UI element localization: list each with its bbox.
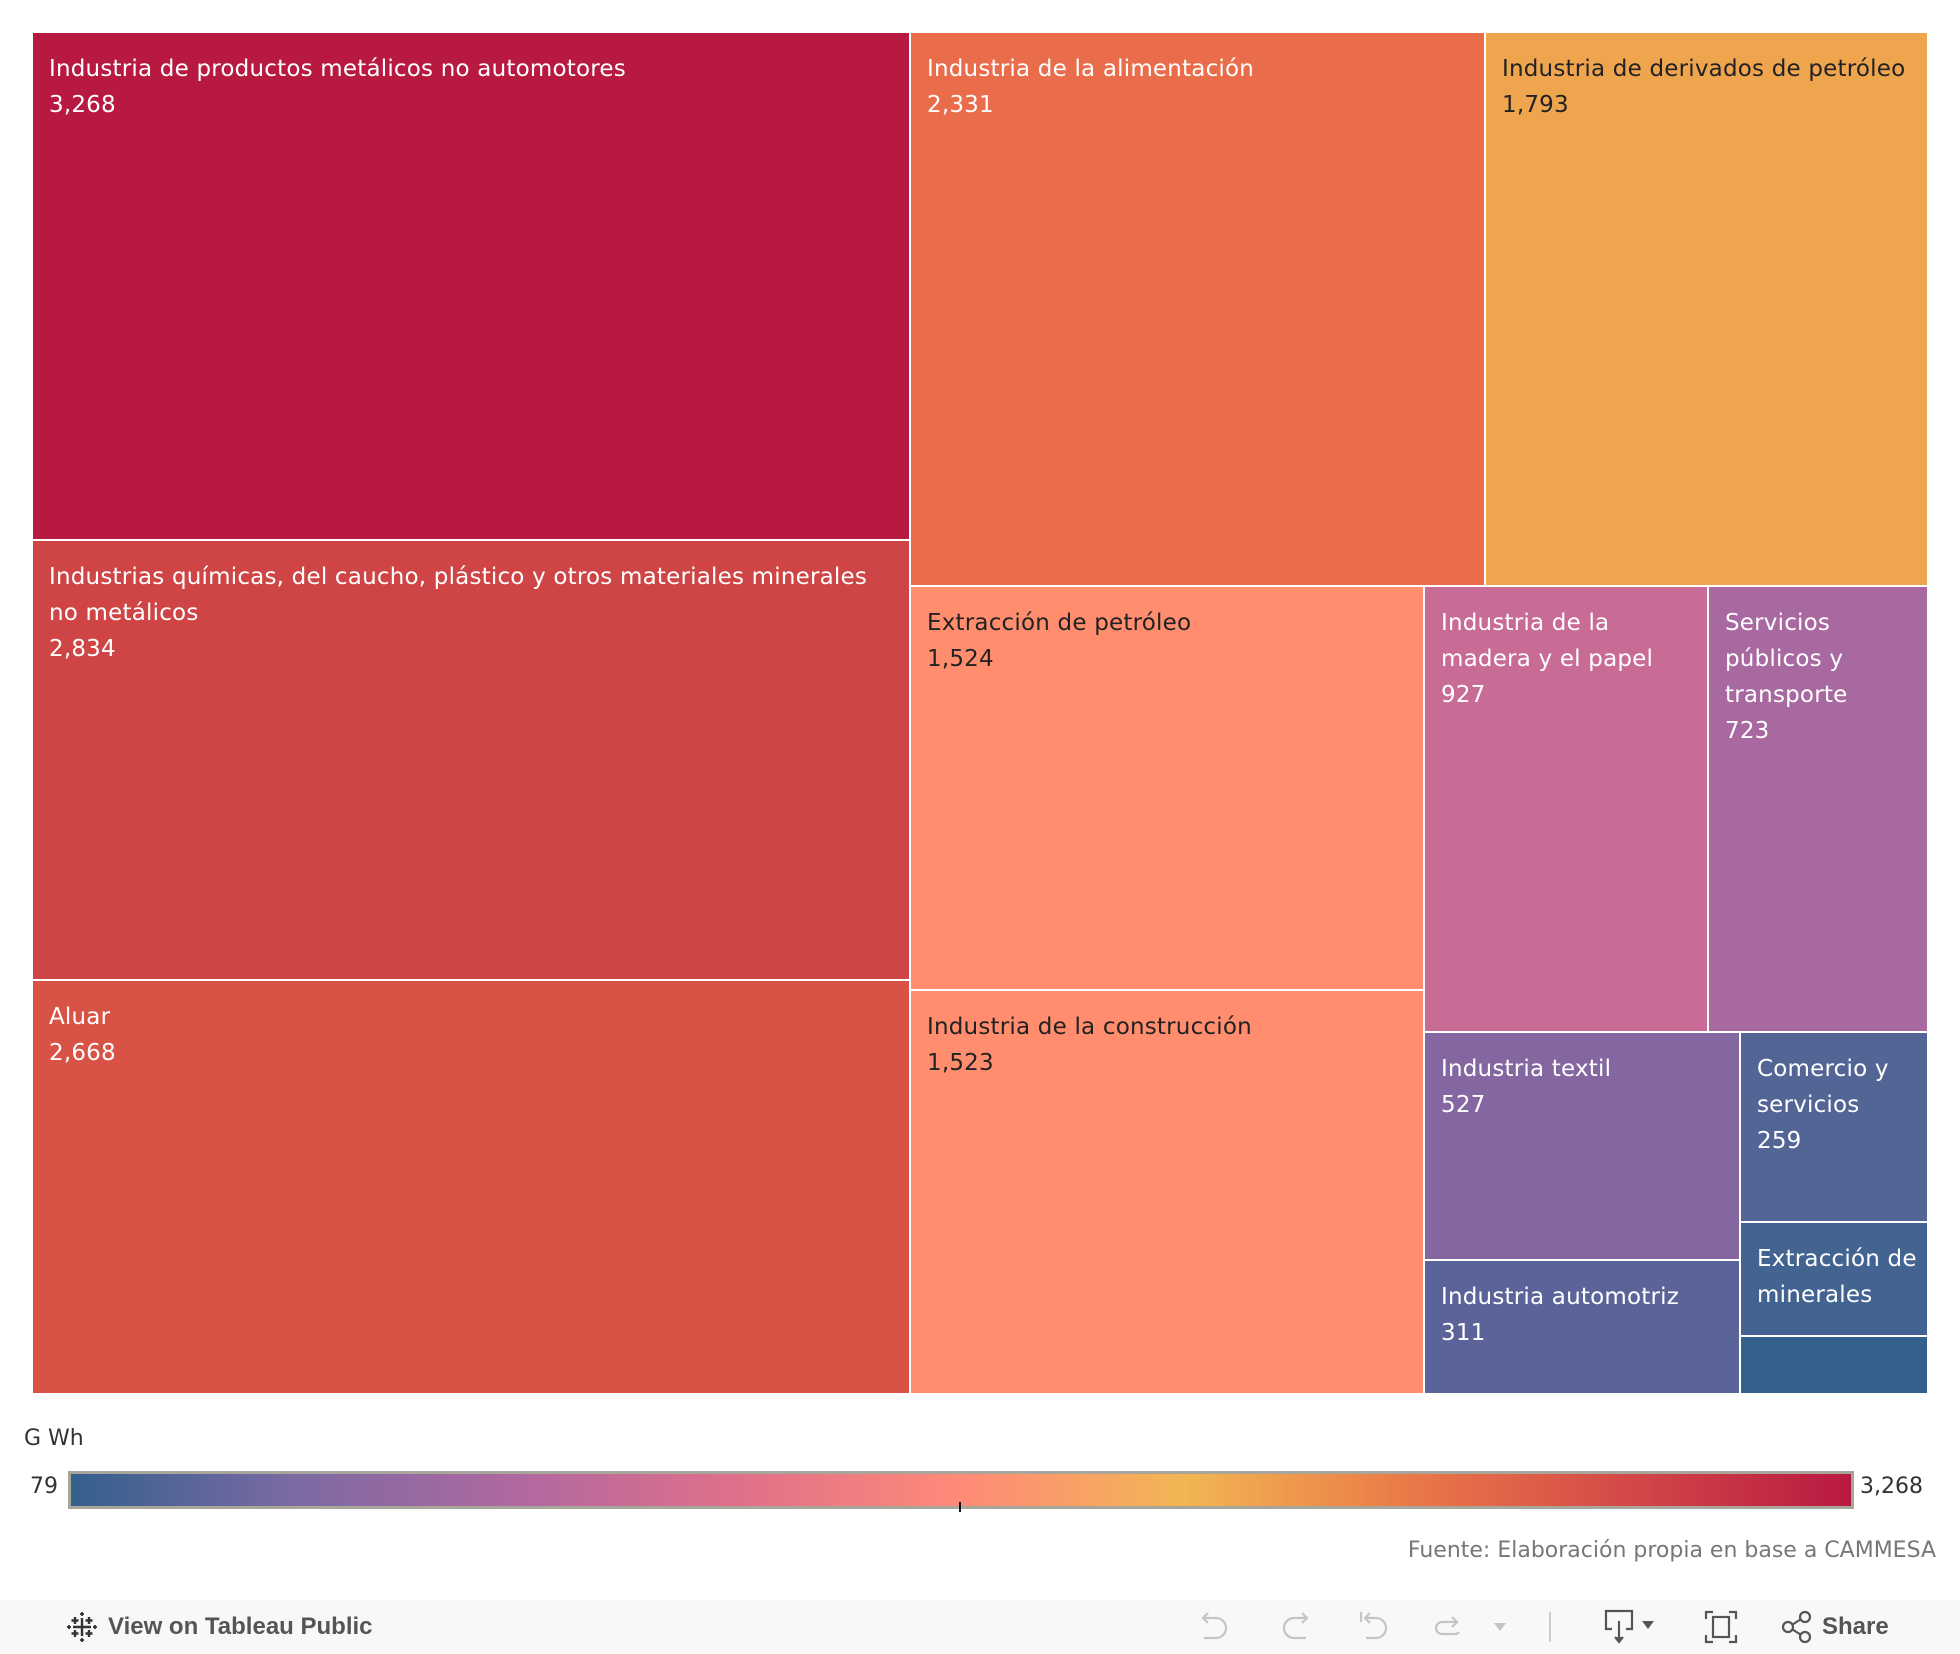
treemap-tile[interactable]: Aluar 2,668 [31, 979, 911, 1395]
fullscreen-icon [1704, 1610, 1738, 1644]
view-on-tableau-public-link[interactable]: View on Tableau Public [66, 1600, 373, 1654]
tile-value: 2,834 [49, 636, 116, 662]
legend-title: G Wh [24, 1426, 84, 1451]
toolbar-divider [1548, 1600, 1552, 1654]
treemap-chart: Industria de productos metálicos no auto… [31, 31, 1929, 1395]
tile-label: Extracción de minerales [1757, 1246, 1917, 1308]
tile-label: Industria automotriz [1441, 1284, 1679, 1310]
tile-label: Aluar [49, 1004, 111, 1030]
treemap-tile[interactable]: Industria textil 527 [1423, 1031, 1741, 1261]
refresh-button[interactable] [1430, 1600, 1466, 1654]
share-label: Share [1822, 1613, 1889, 1640]
revert-icon [1356, 1610, 1392, 1644]
download-button[interactable] [1602, 1600, 1660, 1654]
treemap-tile[interactable]: Extracción de petróleo 1,524 [909, 585, 1425, 991]
legend-max-label: 3,268 [1860, 1474, 1923, 1499]
tile-label: Industria de la construcción [927, 1014, 1252, 1040]
tile-value: 259 [1757, 1128, 1802, 1154]
tile-value: 3,268 [49, 92, 116, 118]
legend-min-label: 79 [30, 1474, 58, 1499]
tile-label: Industria textil [1441, 1056, 1612, 1082]
undo-icon [1196, 1610, 1232, 1644]
tile-label: Industria de la alimentación [927, 56, 1255, 82]
refresh-dropdown[interactable] [1492, 1600, 1508, 1654]
view-on-tableau-public-label: View on Tableau Public [108, 1613, 373, 1640]
treemap-tile[interactable]: Extracción de minerales [1739, 1221, 1929, 1337]
treemap-tile[interactable]: Comercio y servicios 259 [1739, 1031, 1929, 1223]
tile-label: Industria de la madera y el papel [1441, 610, 1654, 672]
tile-value: 1,793 [1502, 92, 1569, 118]
fullscreen-button[interactable] [1704, 1600, 1738, 1654]
treemap-tile[interactable]: Industria de la construcción 1,523 [909, 989, 1425, 1395]
tile-value: 2,331 [927, 92, 994, 118]
tile-value: 723 [1725, 718, 1770, 744]
share-button[interactable]: Share [1780, 1600, 1889, 1654]
redo-icon [1278, 1610, 1314, 1644]
revert-button[interactable] [1356, 1600, 1392, 1654]
tile-value: 1,523 [927, 1050, 994, 1076]
redo-button[interactable] [1278, 1600, 1314, 1654]
tile-label: Industrias químicas, del caucho, plástic… [49, 564, 868, 626]
undo-button[interactable] [1196, 1600, 1232, 1654]
treemap-tile[interactable]: Industria de productos metálicos no auto… [31, 31, 911, 541]
dropdown-icon [1492, 1621, 1508, 1633]
tile-label: Servicios públicos y transporte [1725, 610, 1848, 708]
legend-marker [959, 1502, 961, 1512]
tile-value: 527 [1441, 1092, 1486, 1118]
tile-value: 927 [1441, 682, 1486, 708]
treemap-tile[interactable] [1739, 1335, 1929, 1395]
tile-label: Industria de derivados de petróleo [1502, 56, 1906, 82]
download-icon [1602, 1609, 1660, 1645]
treemap-tile[interactable]: Industria automotriz 311 [1423, 1259, 1741, 1395]
treemap-tile[interactable]: Servicios públicos y transporte 723 [1707, 585, 1929, 1033]
tile-value: 2,668 [49, 1040, 116, 1066]
refresh-icon [1430, 1610, 1466, 1644]
tile-value: 1,524 [927, 646, 994, 672]
tile-label: Extracción de petróleo [927, 610, 1192, 636]
tile-label: Industria de productos metálicos no auto… [49, 56, 626, 82]
share-icon [1780, 1610, 1814, 1644]
treemap-tile[interactable]: Industria de derivados de petróleo 1,793 [1484, 31, 1929, 587]
source-note: Fuente: Elaboración propia en base a CAM… [1407, 1538, 1936, 1563]
color-legend-gradient [68, 1471, 1854, 1509]
treemap-tile[interactable]: Industrias químicas, del caucho, plástic… [31, 539, 911, 981]
tableau-logo-icon [66, 1611, 98, 1643]
treemap-tile[interactable]: Industria de la madera y el papel 927 [1423, 585, 1709, 1033]
tableau-toolbar: View on Tableau Public [0, 1600, 1960, 1654]
tile-label: Comercio y servicios [1757, 1056, 1889, 1118]
treemap-tile[interactable]: Industria de la alimentación 2,331 [909, 31, 1486, 587]
tile-value: 311 [1441, 1320, 1486, 1346]
